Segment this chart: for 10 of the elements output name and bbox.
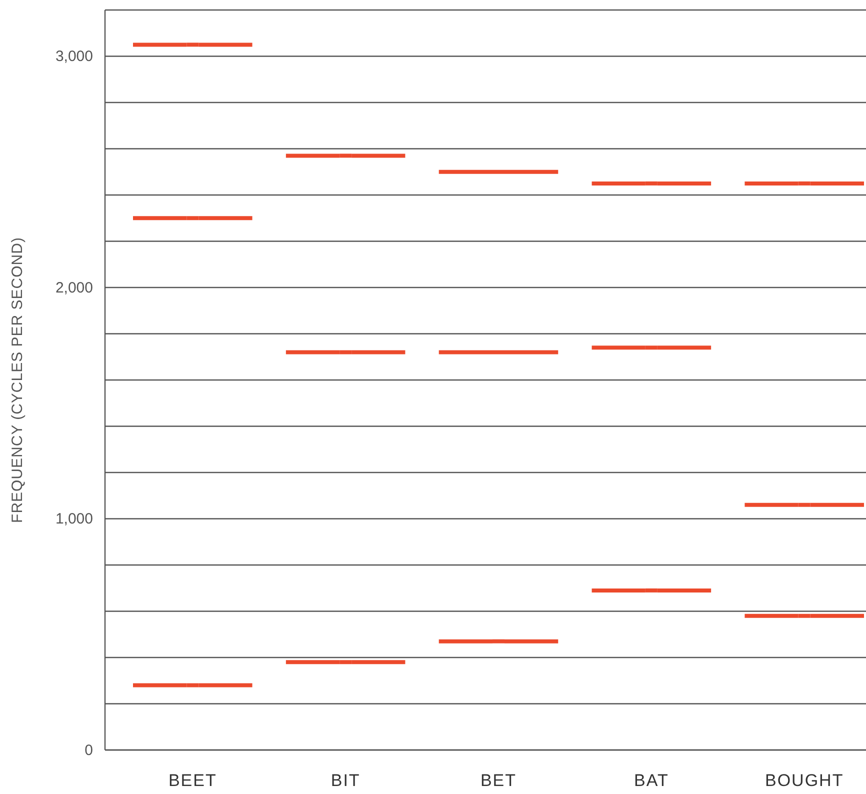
x-tick-label: BET [480, 771, 517, 790]
x-tick-label: BIT [330, 771, 360, 790]
y-tick-label: 3,000 [55, 48, 93, 66]
y-tick-label: 1,000 [55, 510, 93, 528]
y-axis-title: FREQUENCY (CYCLES PER SECOND) [9, 237, 26, 523]
x-tick-label: BAT [634, 771, 669, 790]
y-tick-label: 0 [84, 742, 93, 759]
x-tick-label: BOUGHT [764, 771, 844, 790]
y-tick-label: 2,000 [55, 279, 93, 296]
x-tick-label: BEET [168, 771, 217, 790]
